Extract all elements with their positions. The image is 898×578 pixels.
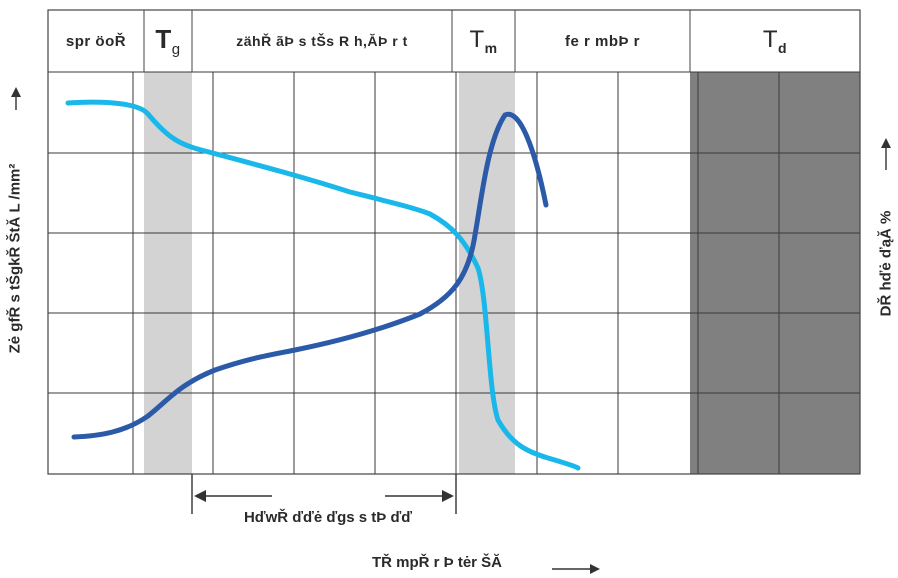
header-tg: Tg: [144, 10, 192, 72]
x-arrow: [552, 564, 600, 574]
range-bracket: [191, 474, 457, 514]
header-processing-label: spr öoŘ: [65, 32, 127, 50]
header-right: fe r mbÞ r: [515, 10, 690, 72]
td-band: [690, 72, 860, 474]
y-left-arrow: [11, 87, 21, 110]
header-middle-label: zähŘ ãÞ s tŠs R h,ĂÞ r t: [236, 33, 408, 49]
y-right-arrow: [881, 138, 891, 170]
y-axis-left-label: Zė gfŘ s tŠgkŘ ŠtĂ L /mm²: [6, 163, 24, 354]
header-tm: Tm: [452, 10, 515, 72]
header-right-label: fe r mbÞ r: [564, 32, 641, 50]
tm-band: [459, 72, 515, 474]
header-processing: spr öoŘ: [48, 10, 144, 72]
td-symbol: Td: [762, 26, 788, 56]
diagram-frame: [47, 9, 861, 475]
tg-band: [144, 72, 192, 474]
header-td: Td: [690, 10, 860, 72]
y-axis-right-label: DŘ hďė ďąĂ %: [877, 210, 895, 317]
tm-symbol: Tm: [469, 26, 498, 56]
x-axis-label: TŘ mpŘ r Þ tėr ŠĂ: [371, 554, 503, 571]
modulus-curve: [65, 99, 581, 471]
header-dividers: [143, 10, 691, 72]
range-label: HďwŘ ďďė ďgs s tÞ ďď: [243, 509, 413, 526]
header-middle: zähŘ ãÞ s tŠs R h,ĂÞ r t: [192, 10, 452, 72]
tg-symbol: Tg: [155, 23, 181, 59]
damping-curve: [71, 111, 549, 440]
